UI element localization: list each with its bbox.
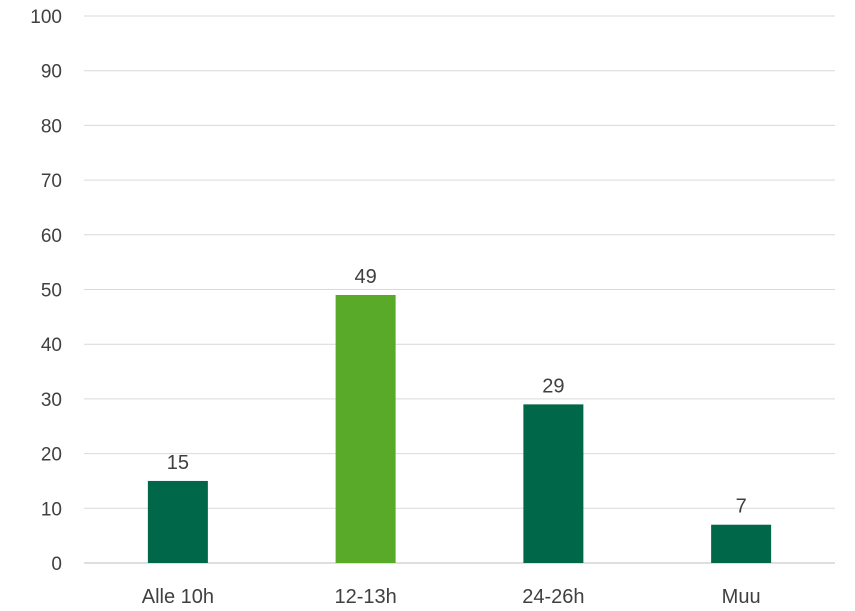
bar-24-26h (523, 404, 584, 563)
data-labels: 15 49 29 7 (167, 266, 747, 518)
x-category-label: 12-13h (334, 586, 396, 608)
bar-alle-10h (147, 480, 208, 563)
x-category-label: Muu (722, 586, 761, 608)
data-label: 15 (167, 452, 189, 474)
x-axis-categories: Alle 10h 12-13h 24-26h Muu (142, 586, 761, 608)
y-tick-label: 10 (41, 499, 62, 520)
x-category-label: Alle 10h (142, 586, 214, 608)
bar-12-13h (335, 294, 396, 563)
gridlines (84, 15, 835, 564)
y-tick-label: 80 (41, 116, 62, 137)
bars (147, 294, 772, 563)
y-tick-label: 0 (51, 554, 62, 575)
y-tick-label: 20 (41, 445, 62, 466)
y-tick-label: 100 (30, 7, 62, 28)
x-category-label: 24-26h (522, 586, 584, 608)
y-tick-label: 30 (41, 390, 62, 411)
bar-muu (711, 524, 772, 563)
data-label: 49 (355, 266, 377, 288)
data-label: 7 (736, 496, 747, 518)
y-tick-label: 40 (41, 335, 62, 356)
y-tick-label: 60 (41, 226, 62, 247)
y-tick-label: 90 (41, 62, 62, 83)
y-tick-label: 70 (41, 171, 62, 192)
y-tick-label: 50 (41, 281, 62, 302)
data-label: 29 (542, 375, 564, 397)
y-axis-ticks: 0 10 20 30 40 50 60 70 80 90 100 (30, 7, 62, 575)
